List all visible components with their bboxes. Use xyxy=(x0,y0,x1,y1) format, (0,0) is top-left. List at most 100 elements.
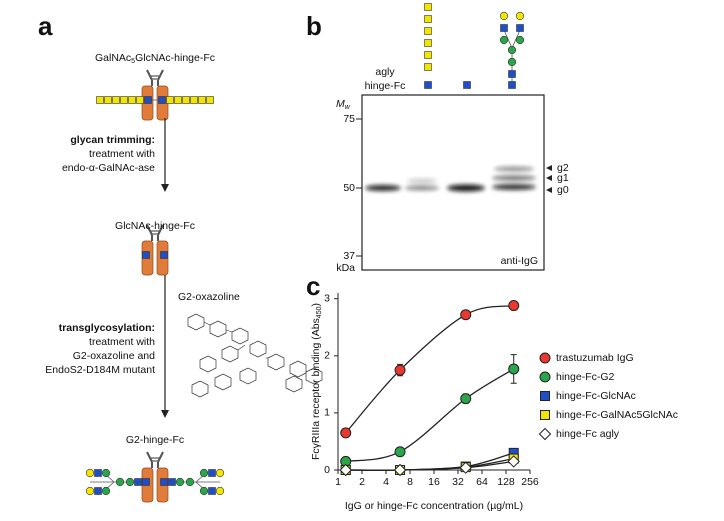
glycan-square xyxy=(166,96,174,104)
glycan-circle xyxy=(185,477,195,487)
glycan-square xyxy=(182,96,190,104)
mw-marker: 37 xyxy=(343,250,355,262)
step-title: glycan trimming: xyxy=(70,134,155,146)
reagent-label: G2-oxazoline xyxy=(178,291,240,303)
glycan-square xyxy=(424,3,432,11)
glycan-circle xyxy=(507,45,517,55)
sugar-ring xyxy=(199,355,217,373)
marker xyxy=(508,300,520,312)
line xyxy=(203,321,211,326)
gel-band xyxy=(365,185,401,191)
blot-frame xyxy=(361,94,545,271)
legend-marker xyxy=(539,371,551,383)
glycan-square xyxy=(516,24,524,32)
sugar-ring xyxy=(239,367,257,385)
glycan-square xyxy=(94,469,102,477)
glycan-square xyxy=(206,96,214,104)
y-tick-label: 2 xyxy=(324,350,330,362)
glycan-circle xyxy=(515,11,525,21)
x-tick-label: 1 xyxy=(335,476,341,488)
panel-label: a xyxy=(38,11,53,41)
x-tick-label: 128 xyxy=(497,476,515,488)
glycan-square xyxy=(142,478,150,486)
glycan-square xyxy=(168,478,176,486)
glycan-circle xyxy=(125,477,135,487)
sugar-ring xyxy=(289,360,307,378)
legend-marker xyxy=(540,410,550,420)
glycan-square xyxy=(424,63,432,71)
text: 5 xyxy=(131,58,135,65)
glycan-square xyxy=(190,96,198,104)
glycan-square xyxy=(112,96,120,104)
glycan-square xyxy=(424,81,432,89)
glycan-square xyxy=(158,96,166,104)
y-axis-label: FcγRIIIa receptor binding (Abs450) xyxy=(310,303,323,460)
y-tick-label: 3 xyxy=(324,292,330,304)
fit-curve xyxy=(345,304,514,434)
arrow-head xyxy=(161,410,169,418)
sugar-ring xyxy=(187,313,205,331)
line xyxy=(157,224,164,236)
band-label: g2 xyxy=(557,162,569,174)
glycan-circle xyxy=(199,486,209,496)
legend-label: hinge-Fc agly xyxy=(556,428,620,440)
arrowhead xyxy=(546,187,552,193)
gel-band xyxy=(492,175,536,181)
text: 450 xyxy=(316,306,323,318)
sugar-ring xyxy=(285,375,303,393)
sugar-ring xyxy=(305,367,323,385)
marker xyxy=(339,463,352,477)
glycan-square xyxy=(120,96,128,104)
glycan-circle xyxy=(499,11,509,21)
marker xyxy=(393,463,407,477)
legend-label: hinge-Fc-GalNAc5GlcNAc xyxy=(556,409,678,421)
line xyxy=(157,69,164,81)
text: GalNAc xyxy=(95,52,131,64)
glycan-square xyxy=(463,81,471,89)
step-text: treatment with xyxy=(89,148,155,160)
line xyxy=(237,344,246,351)
x-tick-label: 64 xyxy=(476,476,488,488)
glycan-square xyxy=(104,96,112,104)
glycan-circle xyxy=(499,35,509,45)
marker xyxy=(394,364,406,376)
glycan-square xyxy=(144,96,152,104)
glycan-square xyxy=(142,251,150,259)
glycan-square xyxy=(198,96,206,104)
glycan-square xyxy=(424,15,432,23)
glycan-square xyxy=(94,487,102,495)
x-tick-label: 8 xyxy=(407,476,413,488)
fit-curve xyxy=(345,457,514,471)
step-text: endo-α-GalNAc-ase xyxy=(62,162,155,174)
step-title: transglycosylation: xyxy=(59,322,155,334)
glycan-circle xyxy=(115,477,125,487)
glycan-circle xyxy=(215,468,225,478)
glycan-circle xyxy=(199,468,209,478)
glycan-square xyxy=(96,96,104,104)
sugar-ring xyxy=(221,345,239,363)
band-label: g0 xyxy=(557,184,569,196)
lane-label: agly xyxy=(375,66,395,78)
glycan-square xyxy=(174,96,182,104)
legend-marker xyxy=(539,352,551,364)
marker xyxy=(340,427,352,439)
glycan-square xyxy=(508,81,516,89)
glycan-square xyxy=(508,70,516,78)
sugar-ring xyxy=(209,320,227,338)
arrowhead xyxy=(546,175,552,181)
glycan-circle xyxy=(515,35,525,45)
x-tick-label: 16 xyxy=(428,476,440,488)
glycan-square xyxy=(424,27,432,35)
text: w xyxy=(345,104,351,111)
x-tick-label: 2 xyxy=(359,476,365,488)
mw-label: Mw xyxy=(336,98,351,111)
glycan-circle xyxy=(175,477,185,487)
text: ) xyxy=(310,303,322,307)
glycan-circle xyxy=(507,57,517,67)
marker xyxy=(460,309,472,321)
glycan-circle xyxy=(215,486,225,496)
text: GlcNAc-hinge-Fc xyxy=(135,52,215,64)
marker xyxy=(459,461,472,474)
glycan-circle xyxy=(101,468,111,478)
line xyxy=(146,451,153,463)
